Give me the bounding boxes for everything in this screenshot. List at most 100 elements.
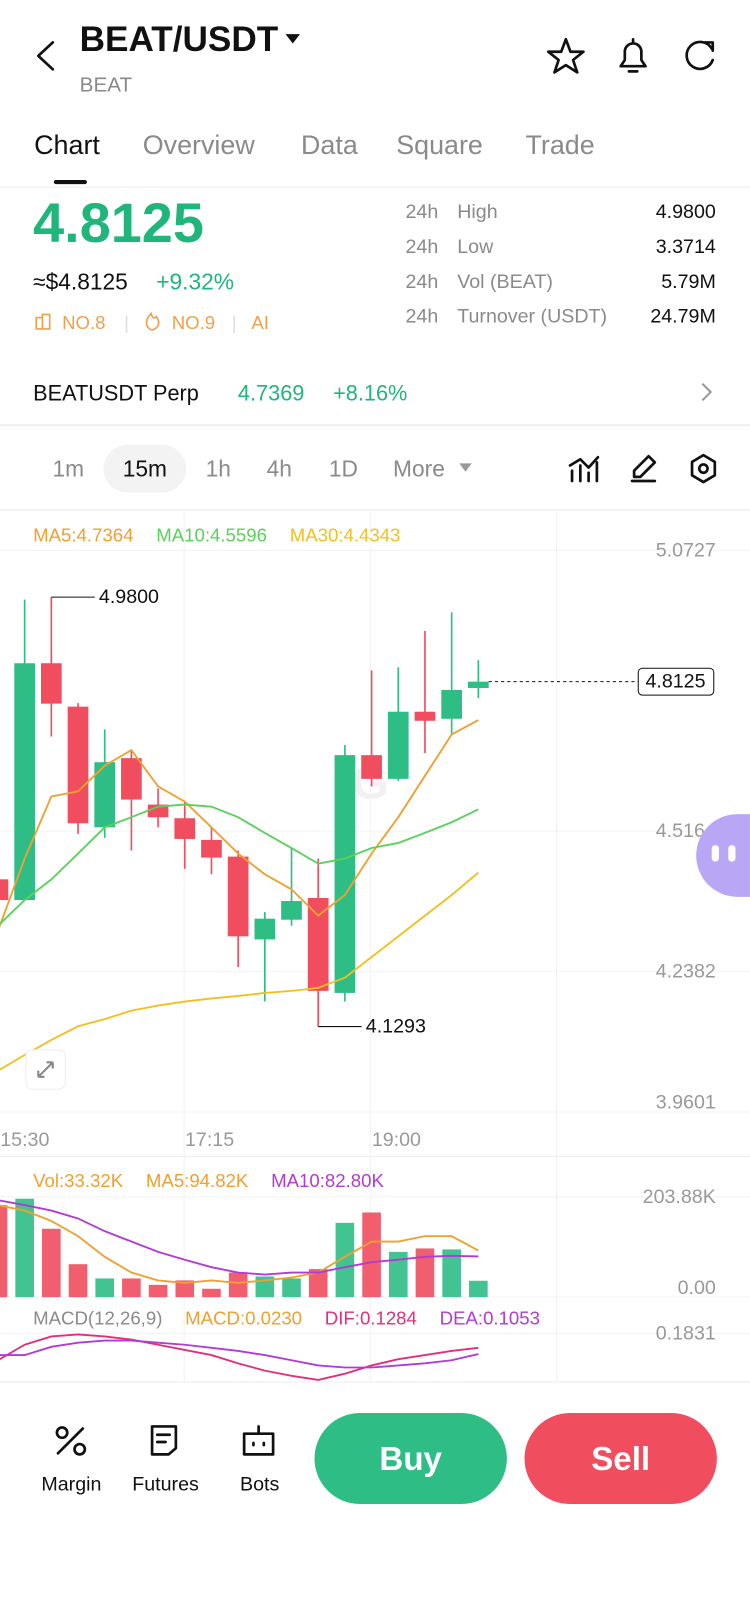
volume-bar [175,1280,195,1298]
candle-body [334,755,356,993]
ma-line [0,871,479,1071]
badge-separator: | [124,312,129,333]
interval-selected-bg [103,444,187,493]
candle-body [467,681,489,688]
x-tick-label: 17:15 [185,1129,234,1151]
assistant-eye [711,845,719,862]
legend-entry: MA10:82.80K [271,1170,384,1191]
buy-label[interactable]: Buy [379,1441,442,1478]
action-label[interactable]: Futures [132,1473,199,1495]
legend-entry: DEA:0.1053 [440,1307,540,1328]
tab[interactable]: Overview [143,130,256,160]
x-tick-label: 19:00 [372,1129,421,1151]
action-label[interactable]: Bots [240,1473,279,1495]
fullscreen-icon [37,1061,54,1078]
alert-icon[interactable] [619,37,647,73]
candle-body [254,918,276,940]
volume-bar [122,1278,141,1298]
y-tick-label: 3.9601 [656,1092,716,1114]
ma-line [0,1204,479,1284]
stat-value: 24.79M [650,306,716,328]
sell-label[interactable]: Sell [591,1441,650,1478]
candle-body [174,818,196,839]
buy-button[interactable] [314,1413,507,1505]
candle-body [414,711,436,721]
y-tick-label: 0.00 [678,1277,716,1299]
stat-label: Turnover (USDT) [457,306,607,328]
ma-line [0,1333,479,1381]
legend-entry: MA5:94.82K [146,1170,249,1191]
tab[interactable]: Trade [526,130,595,160]
interval[interactable]: 4h [267,456,292,482]
tab[interactable]: Chart [34,130,100,160]
back-button[interactable] [36,41,55,71]
y-tick-label: 5.0727 [656,539,716,561]
badge: NO.8 [62,312,105,333]
volume-bar [415,1248,435,1298]
settings-icon-dot [697,463,709,475]
favorite-icon[interactable] [546,37,585,74]
interval[interactable]: 1D [329,456,358,482]
tab[interactable]: Data [301,130,358,160]
candle-body [307,897,329,991]
draw-icon[interactable] [630,454,657,483]
volume-bar [228,1272,248,1298]
stat-label: Low [457,236,494,258]
stat-period: 24h [406,201,439,223]
interval-bar: 1m 15m 1h 4h 1D More [52,456,444,482]
perp-chevron[interactable] [701,383,713,402]
badge-separator: | [232,312,237,333]
action-labels: Margin Futures Bots [41,1473,279,1495]
candle-body [281,901,302,920]
last-price-label: 4.8125 [645,671,705,693]
candle-body [441,689,462,719]
volume-bar [95,1278,115,1298]
stat-label: Vol (BEAT) [457,271,553,293]
x-tick-label: 15:30 [0,1129,49,1151]
interval[interactable]: More [393,456,445,482]
pair-title[interactable]: BEAT/USDT [80,20,279,59]
legend-entry: Vol:33.32K [33,1170,124,1191]
perp-name[interactable]: BEATUSDT Perp [33,381,199,406]
tab-indicator [53,179,87,185]
indicator-icon[interactable] [568,455,600,483]
ma-line [0,1199,479,1276]
volume-bar [42,1228,61,1298]
legend-entry: MACD:0.0230 [185,1307,302,1328]
last-price: 4.8125 [33,191,204,254]
bots-icon[interactable] [242,1425,275,1456]
assistant-bubble[interactable] [696,814,750,897]
share-icon[interactable] [685,40,715,71]
action-label[interactable]: Margin [41,1473,101,1495]
volume-bar [202,1288,221,1298]
volume-bar [335,1222,355,1298]
last-price-box [637,667,715,696]
candle-body [40,663,62,704]
interval[interactable]: 15m [123,456,167,482]
pair-dropdown[interactable] [285,34,301,44]
stat-value: 5.79M [661,271,716,293]
more-dropdown[interactable] [459,463,472,472]
volume-bar [442,1249,461,1298]
legend-entry: MA30:4.4343 [290,524,401,545]
interval[interactable]: 1m [52,456,84,482]
stat-period: 24h [406,236,439,258]
settings-icon[interactable] [690,453,717,484]
sell-button[interactable] [524,1413,717,1505]
legend-entry: DIF:0.1284 [325,1307,417,1328]
interval[interactable]: 1h [206,456,231,482]
stat-period: 24h [406,271,439,293]
volume-bar [68,1264,88,1298]
stat-period: 24h [406,306,439,328]
extreme-label: 4.1293 [366,1016,426,1038]
margin-icon[interactable] [55,1426,87,1456]
legend-entry: MACD(12,26,9) [33,1307,162,1328]
usd-price: ≈$4.8125 [33,268,128,294]
y-tick-label: 4.2382 [656,961,716,983]
legend-entry: MA10:4.5596 [156,524,267,545]
tab[interactable]: Square [396,130,483,160]
futures-icon[interactable] [150,1425,178,1456]
